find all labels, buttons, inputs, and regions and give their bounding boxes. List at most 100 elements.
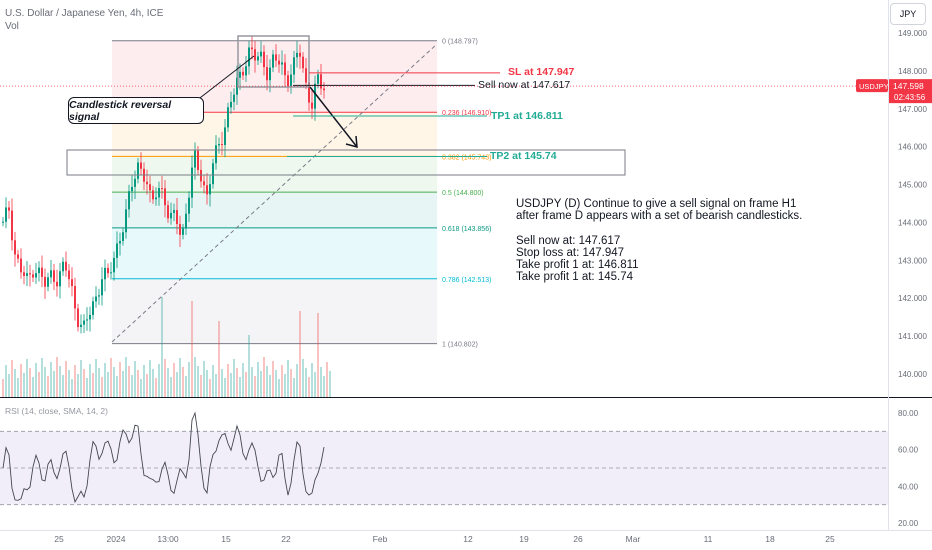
analysis-note: USDJPY (D) Continue to give a sell signa…	[516, 198, 836, 283]
candle-body	[269, 67, 271, 81]
sell-label[interactable]: Sell now at 147.617	[478, 79, 571, 91]
fib-level-label: 0 (148.797)	[442, 39, 478, 46]
volume-bar	[74, 365, 76, 397]
trade-levels[interactable]	[0, 72, 888, 158]
volume-bar	[95, 359, 97, 397]
volume-bar	[68, 370, 70, 397]
tp1-label[interactable]: TP1 at 146.811	[491, 110, 563, 122]
callout-pointer	[195, 55, 255, 102]
candle-body	[35, 273, 37, 278]
candle-body	[203, 181, 205, 186]
candle-body	[23, 272, 25, 276]
candle-body	[44, 276, 46, 287]
volume-bar	[38, 372, 40, 397]
candle-body	[29, 273, 31, 275]
note-line-3: Sell now at: 147.617	[516, 235, 621, 247]
candle-body	[20, 258, 22, 273]
volume-bar	[326, 362, 328, 397]
sl-label[interactable]: SL at 147.947	[508, 66, 575, 78]
volume-bar	[242, 363, 244, 397]
candle-body	[80, 324, 82, 327]
volume-bar	[161, 297, 163, 397]
tp2-zone-rect[interactable]	[66, 149, 626, 176]
candle-body	[47, 277, 49, 287]
volume-bar	[188, 362, 190, 397]
volume-bar	[29, 368, 31, 397]
price-tick-label: 143.000	[898, 256, 927, 265]
volume-bar	[131, 375, 133, 397]
price-tag-value: 147.598	[893, 81, 924, 91]
volume-bar	[209, 379, 211, 397]
volume-bar	[65, 361, 67, 397]
candle-body	[2, 221, 4, 223]
volume-bar	[185, 376, 187, 397]
fib-retracement[interactable]: 0 (148.797) 0.236 (146.910) 0.382 (145.743…	[112, 39, 491, 349]
volume-bar	[89, 364, 91, 397]
trend-line[interactable]	[111, 43, 438, 343]
volume-bar	[113, 367, 115, 397]
candlestick-series[interactable]	[2, 35, 325, 334]
candlestick-callout[interactable]: Candlestick reversal signal	[68, 97, 204, 124]
volume-bar	[116, 376, 118, 397]
candle-body	[83, 320, 85, 325]
price-tick-label: 142.000	[898, 294, 927, 303]
candle-body	[11, 210, 13, 241]
volume-bar	[227, 364, 229, 397]
fib-level-label: 0.5 (144.800)	[442, 190, 484, 197]
candle-body	[185, 213, 187, 229]
rsi-tick-label: 60.00	[898, 446, 919, 455]
tp2-label[interactable]: TP2 at 145.74	[490, 150, 557, 162]
volume-bar	[101, 377, 103, 397]
volume-bar	[155, 378, 157, 397]
volume-bar	[5, 365, 7, 397]
volume-bar	[329, 371, 331, 397]
volume-bar	[62, 375, 64, 397]
candle-body	[173, 210, 175, 213]
volume-bar	[269, 375, 271, 397]
drawings[interactable]	[66, 35, 626, 343]
time-tick-label: 25	[54, 534, 64, 544]
volume-bar	[140, 379, 142, 397]
volume-bar	[149, 360, 151, 397]
candle-body	[158, 188, 160, 198]
candle-body	[182, 228, 184, 235]
candle-body	[284, 62, 286, 76]
candle-body	[263, 51, 265, 68]
volume-bar	[164, 359, 166, 397]
fib-level-label: 0.786 (142.513)	[442, 277, 491, 284]
reversal-highlight-box[interactable]	[237, 35, 310, 88]
volume-bar	[47, 376, 49, 397]
rsi-pane[interactable]: 80.00 60.00 40.00 20.00 RSI (14, close, SMA,…	[0, 406, 919, 528]
volume-bar	[41, 358, 43, 397]
fib-level-label: 0.382 (145.743)	[442, 154, 491, 161]
symbol-tag-label: USDJPY	[859, 82, 889, 91]
volume-bar	[200, 375, 202, 397]
candle-body	[92, 301, 94, 315]
candle-body	[125, 209, 127, 233]
candle-body	[77, 308, 79, 327]
currency-button[interactable]: JPY	[890, 3, 926, 25]
candle-body	[281, 62, 283, 65]
candle-body	[221, 144, 223, 146]
note-line-1: USDJPY (D) Continue to give a sell signa…	[516, 198, 797, 210]
sell-arrow-head	[345, 135, 358, 149]
candle-body	[50, 270, 52, 278]
volume-bar	[53, 371, 55, 397]
sell-arrow[interactable]	[309, 86, 358, 148]
candle-body	[302, 56, 304, 69]
volume-bar	[86, 378, 88, 397]
price-tick-label: 140.000	[898, 370, 927, 379]
note-line-6: Take profit 1 at: 145.74	[516, 271, 633, 283]
candle-body	[200, 169, 202, 182]
volume-bar	[122, 371, 124, 397]
time-tick-label: 2024	[107, 534, 126, 544]
candle-body	[149, 184, 151, 191]
volume-bar	[59, 366, 61, 397]
candle-body	[128, 191, 130, 210]
volume-bar	[272, 361, 274, 397]
candle-body	[206, 185, 208, 195]
volume-bar	[254, 376, 256, 397]
volume-bar	[284, 374, 286, 397]
